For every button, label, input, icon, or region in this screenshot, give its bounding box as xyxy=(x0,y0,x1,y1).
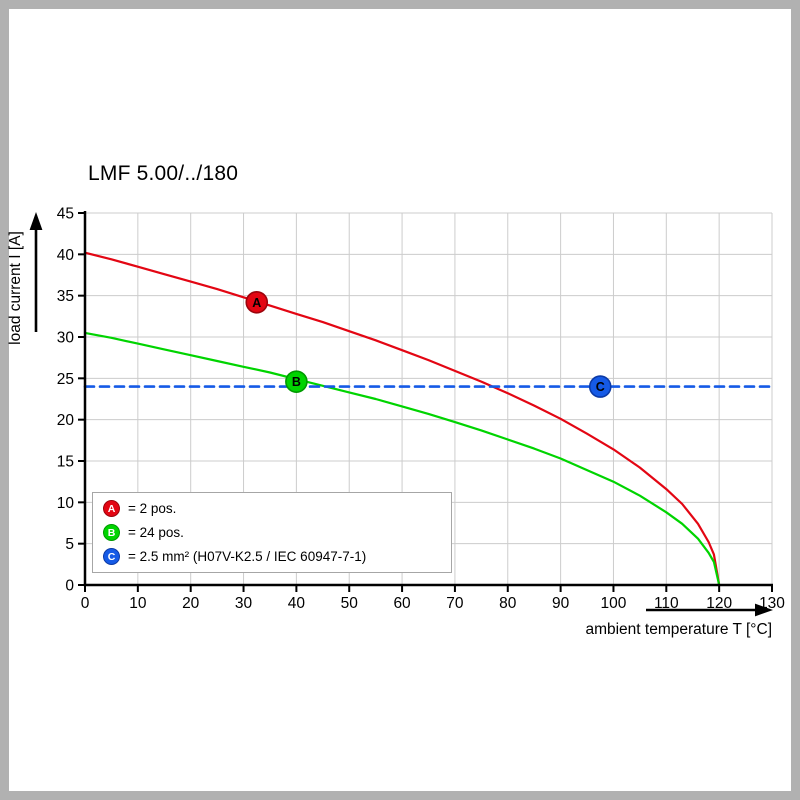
chart-title: LMF 5.00/../180 xyxy=(88,162,239,185)
series-c-marker-icon: C xyxy=(103,548,120,565)
legend: A = 2 pos. B = 24 pos. C = 2.5 mm² (H07V… xyxy=(92,492,452,573)
curve-A xyxy=(83,251,721,587)
marker-label-B: B xyxy=(292,375,301,389)
y-tick-label: 5 xyxy=(65,536,74,553)
legend-item-c: C = 2.5 mm² (H07V-K2.5 / IEC 60947-7-1) xyxy=(103,548,441,565)
x-tick-label: 120 xyxy=(706,595,732,612)
x-tick-label: 0 xyxy=(81,595,90,612)
x-tick-label: 50 xyxy=(341,595,359,612)
x-tick-label: 20 xyxy=(182,595,200,612)
x-axis-label: ambient temperature T [°C] xyxy=(585,621,772,638)
x-axis-arrowhead-icon xyxy=(755,603,773,617)
y-tick-label: 20 xyxy=(57,412,75,429)
series-a-marker-icon: A xyxy=(103,500,120,517)
marker-B xyxy=(285,370,308,393)
y-tick-label: 25 xyxy=(57,371,74,388)
y-tick-label: 15 xyxy=(57,454,74,471)
x-tick-label: 60 xyxy=(393,595,411,612)
y-tick-label: 0 xyxy=(65,578,74,595)
x-tick-label: 70 xyxy=(446,595,464,612)
y-tick-label: 40 xyxy=(57,247,75,264)
series-b-marker-icon: B xyxy=(103,524,120,541)
y-tick-label: 30 xyxy=(57,330,75,347)
x-tick-label: 10 xyxy=(129,595,147,612)
y-axis-arrowhead-icon xyxy=(29,212,43,230)
x-tick-label: 40 xyxy=(288,595,306,612)
marker-label-C: C xyxy=(596,380,605,394)
legend-label-a: = 2 pos. xyxy=(128,501,177,516)
legend-item-a: A = 2 pos. xyxy=(103,500,441,517)
x-tick-label: 80 xyxy=(499,595,517,612)
legend-item-b: B = 24 pos. xyxy=(103,524,441,541)
x-tick-label: 110 xyxy=(654,595,679,612)
curve-B xyxy=(83,331,721,587)
y-axis-label: load current I [A] xyxy=(7,231,24,345)
marker-C xyxy=(588,375,612,398)
legend-label-b: = 24 pos. xyxy=(128,525,184,540)
x-tick-label: 100 xyxy=(601,595,627,612)
marker-label-A: A xyxy=(252,296,261,310)
legend-label-c: = 2.5 mm² (H07V-K2.5 / IEC 60947-7-1) xyxy=(128,549,367,564)
x-tick-label: 30 xyxy=(235,595,253,612)
marker-A xyxy=(245,290,269,314)
y-tick-label: 35 xyxy=(57,288,74,305)
y-tick-label: 45 xyxy=(57,206,74,223)
y-tick-label: 10 xyxy=(57,495,75,512)
x-tick-label: 90 xyxy=(552,595,570,612)
